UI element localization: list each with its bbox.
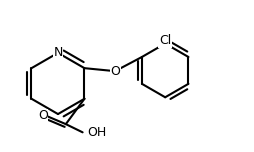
Text: N: N — [53, 46, 63, 59]
Text: Cl: Cl — [159, 35, 171, 47]
Text: OH: OH — [87, 126, 106, 139]
Text: O: O — [110, 65, 120, 78]
Text: O: O — [38, 109, 48, 122]
